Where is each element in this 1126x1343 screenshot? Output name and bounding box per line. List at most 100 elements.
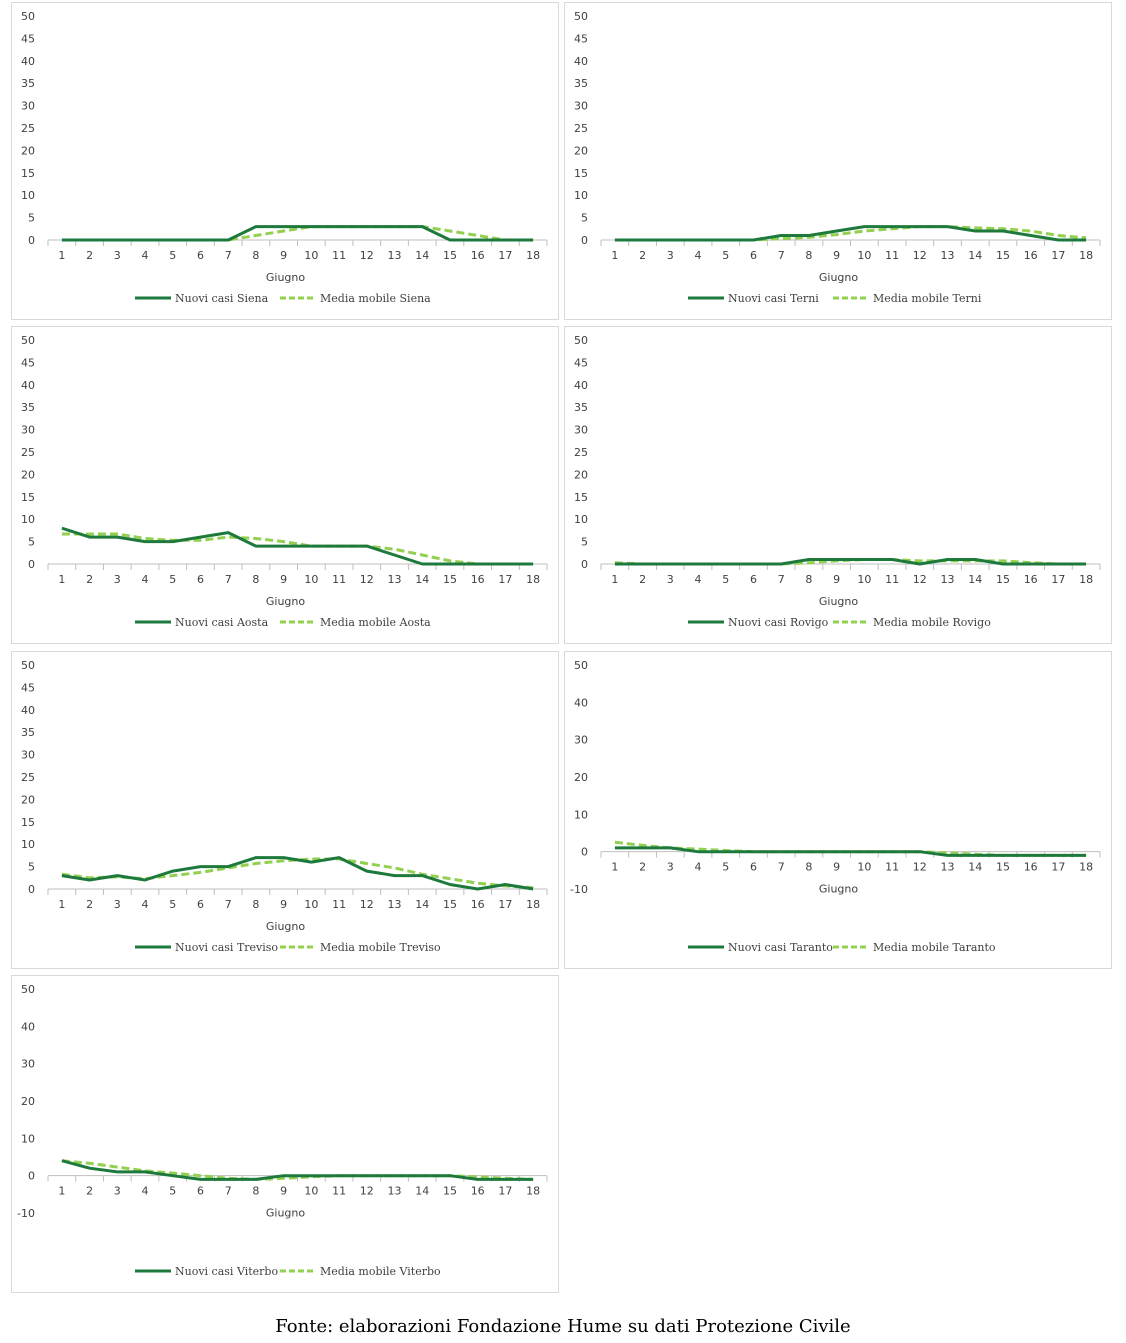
y-tick-label: -10 bbox=[17, 1207, 35, 1220]
x-tick-label: 2 bbox=[639, 249, 646, 262]
x-tick-label: 15 bbox=[443, 249, 457, 262]
y-tick-label: 25 bbox=[574, 446, 588, 459]
series-line-media-mobile-viterbo bbox=[61, 1159, 534, 1181]
x-tick-label: 6 bbox=[750, 573, 757, 586]
y-tick-label: 15 bbox=[574, 167, 588, 180]
x-tick-label: 5 bbox=[169, 249, 176, 262]
x-tick-label: 17 bbox=[498, 249, 512, 262]
y-tick-label: 45 bbox=[574, 32, 588, 45]
y-tick-label: 20 bbox=[21, 144, 35, 157]
y-tick-label: 5 bbox=[28, 212, 35, 225]
y-tick-label: 40 bbox=[21, 1020, 35, 1033]
x-tick-label: 8 bbox=[805, 861, 812, 874]
y-tick-label: 25 bbox=[21, 446, 35, 459]
y-tick-label: 50 bbox=[21, 334, 35, 347]
x-tick-label: 1 bbox=[611, 573, 618, 586]
legend-label-nuovi-casi: Nuovi casi Siena bbox=[175, 292, 269, 305]
y-tick-label: 0 bbox=[28, 234, 35, 247]
x-tick-label: 16 bbox=[1024, 573, 1038, 586]
x-tick-label: 15 bbox=[443, 573, 457, 586]
y-tick-label: 30 bbox=[21, 749, 35, 762]
x-tick-label: 9 bbox=[280, 573, 287, 586]
y-tick-label: 15 bbox=[21, 491, 35, 504]
x-tick-label: 13 bbox=[941, 249, 955, 262]
y-tick-label: 10 bbox=[574, 513, 588, 526]
x-tick-label: 1 bbox=[58, 573, 65, 586]
x-tick-label: 17 bbox=[498, 898, 512, 911]
x-tick-label: 7 bbox=[778, 573, 785, 586]
x-tick-label: 13 bbox=[388, 249, 402, 262]
y-tick-label: 0 bbox=[28, 558, 35, 571]
x-tick-label: 8 bbox=[252, 573, 259, 586]
x-tick-label: 9 bbox=[280, 249, 287, 262]
x-tick-label: 12 bbox=[360, 1185, 374, 1198]
y-tick-label: 30 bbox=[574, 734, 588, 747]
y-tick-label: 30 bbox=[574, 424, 588, 437]
x-tick-label: 10 bbox=[304, 1185, 318, 1198]
x-tick-label: 7 bbox=[225, 573, 232, 586]
y-tick-label: 10 bbox=[21, 1132, 35, 1145]
x-tick-label: 11 bbox=[332, 1185, 346, 1198]
y-tick-label: 45 bbox=[21, 356, 35, 369]
x-tick-label: 2 bbox=[86, 573, 93, 586]
x-tick-label: 14 bbox=[968, 249, 982, 262]
y-tick-label: 15 bbox=[574, 491, 588, 504]
y-tick-label: 10 bbox=[21, 189, 35, 202]
x-tick-label: 18 bbox=[1079, 861, 1093, 874]
x-tick-label: 18 bbox=[1079, 249, 1093, 262]
x-tick-label: 18 bbox=[526, 249, 540, 262]
x-tick-label: 7 bbox=[225, 898, 232, 911]
x-tick-label: 4 bbox=[142, 1185, 149, 1198]
x-tick-label: 5 bbox=[722, 861, 729, 874]
y-tick-label: 0 bbox=[581, 558, 588, 571]
y-tick-label: 0 bbox=[581, 234, 588, 247]
x-tick-label: 2 bbox=[86, 898, 93, 911]
x-tick-label: 12 bbox=[360, 898, 374, 911]
y-tick-label: 20 bbox=[574, 468, 588, 481]
x-tick-label: 2 bbox=[86, 1185, 93, 1198]
y-tick-label: 30 bbox=[21, 1058, 35, 1071]
x-tick-label: 3 bbox=[667, 573, 674, 586]
x-tick-label: 1 bbox=[58, 1185, 65, 1198]
legend-label-nuovi-casi: Nuovi casi Taranto bbox=[728, 941, 833, 954]
series-line-media-mobile-siena bbox=[61, 225, 534, 242]
x-tick-label: 14 bbox=[415, 1185, 429, 1198]
y-tick-label: 0 bbox=[28, 883, 35, 896]
x-tick-label: 2 bbox=[86, 249, 93, 262]
y-tick-label: 45 bbox=[21, 32, 35, 45]
chart-panel-siena: 0 5 10 15 20 25 30 35 40 45 50 1 2 3 4 5 6 7 8 9 10 11 12 13 14 1… bbox=[11, 2, 559, 320]
x-tick-label: 17 bbox=[498, 573, 512, 586]
x-tick-label: 17 bbox=[1051, 249, 1065, 262]
y-tick-label: 25 bbox=[21, 122, 35, 135]
x-tick-label: 15 bbox=[443, 1185, 457, 1198]
x-tick-label: 5 bbox=[722, 573, 729, 586]
x-tick-label: 14 bbox=[415, 898, 429, 911]
x-tick-label: 18 bbox=[526, 573, 540, 586]
series-line-nuovi-casi-taranto bbox=[614, 846, 1087, 857]
y-tick-label: 15 bbox=[21, 816, 35, 829]
y-tick-label: 10 bbox=[21, 513, 35, 526]
series-line-nuovi-casi-treviso bbox=[61, 856, 534, 891]
y-tick-label: 5 bbox=[581, 536, 588, 549]
y-tick-label: 50 bbox=[574, 10, 588, 23]
x-tick-label: 15 bbox=[443, 898, 457, 911]
x-tick-label: 9 bbox=[280, 898, 287, 911]
x-tick-label: 18 bbox=[526, 898, 540, 911]
x-tick-label: 9 bbox=[280, 1185, 287, 1198]
y-tick-label: 0 bbox=[581, 846, 588, 859]
x-axis-title: Giugno bbox=[266, 920, 306, 933]
y-tick-label: 10 bbox=[574, 808, 588, 821]
x-tick-label: 5 bbox=[722, 249, 729, 262]
legend-label-media-mobile: Media mobile Viterbo bbox=[320, 1265, 441, 1278]
y-tick-label: 35 bbox=[574, 77, 588, 90]
y-tick-label: 30 bbox=[21, 424, 35, 437]
x-axis-title: Giugno bbox=[266, 595, 306, 608]
chart-panel-aosta: 0 5 10 15 20 25 30 35 40 45 50 1 2 3 4 5 6 7 8 9 10 11 12 13 14 1… bbox=[11, 326, 559, 644]
x-tick-label: 8 bbox=[252, 1185, 259, 1198]
series-line-nuovi-casi-aosta bbox=[61, 526, 534, 566]
legend-label-nuovi-casi: Nuovi casi Aosta bbox=[175, 616, 269, 629]
x-tick-label: 11 bbox=[332, 573, 346, 586]
y-tick-label: 50 bbox=[574, 659, 588, 672]
